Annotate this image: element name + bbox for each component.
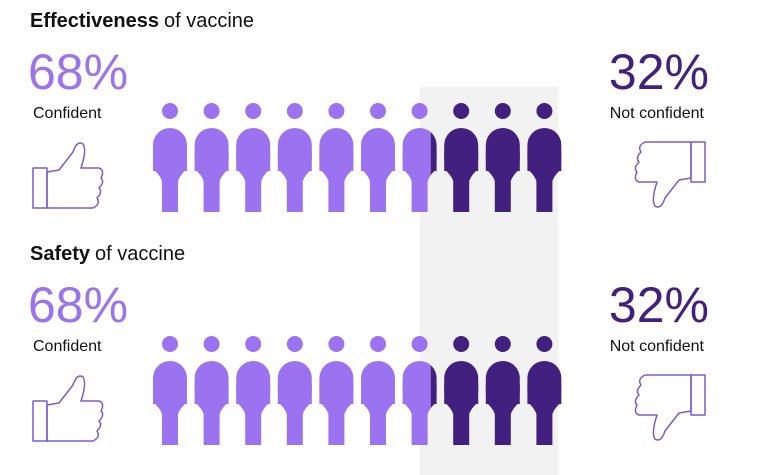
thumb-icon — [32, 142, 104, 209]
section-title: Safety of vaccine — [30, 243, 185, 265]
title-rest: of vaccine — [95, 243, 185, 265]
value-label: 68% — [28, 277, 128, 333]
thumb-cuff — [32, 167, 48, 209]
thumb-icon — [634, 141, 706, 208]
value-label: 32% — [609, 277, 709, 333]
section-title: Effectiveness of vaccine — [30, 10, 254, 32]
title-rest: of vaccine — [164, 10, 254, 32]
thumb-icon — [32, 375, 104, 442]
thumb-icon — [634, 374, 706, 441]
thumb-hand — [46, 375, 104, 442]
pictograph-fill — [430, 102, 562, 214]
thumb-hand — [634, 374, 692, 441]
value-label: 68% — [28, 44, 128, 100]
legend-label: Not confident — [610, 338, 705, 355]
title-emphasis: Effectiveness — [30, 10, 159, 32]
legend-label: Confident — [33, 338, 102, 355]
thumb-hand — [634, 141, 692, 208]
pictograph-fill — [153, 335, 431, 447]
value-label: 32% — [609, 44, 709, 100]
thumb-hand — [46, 142, 104, 209]
thumb-cuff — [690, 374, 706, 416]
pictograph-fill — [430, 335, 562, 447]
legend-label: Confident — [33, 105, 102, 122]
title-emphasis: Safety — [30, 243, 91, 265]
pictograph-fill — [153, 102, 431, 214]
legend-label: Not confident — [610, 105, 705, 122]
thumb-cuff — [32, 400, 48, 442]
thumb-cuff — [690, 141, 706, 183]
